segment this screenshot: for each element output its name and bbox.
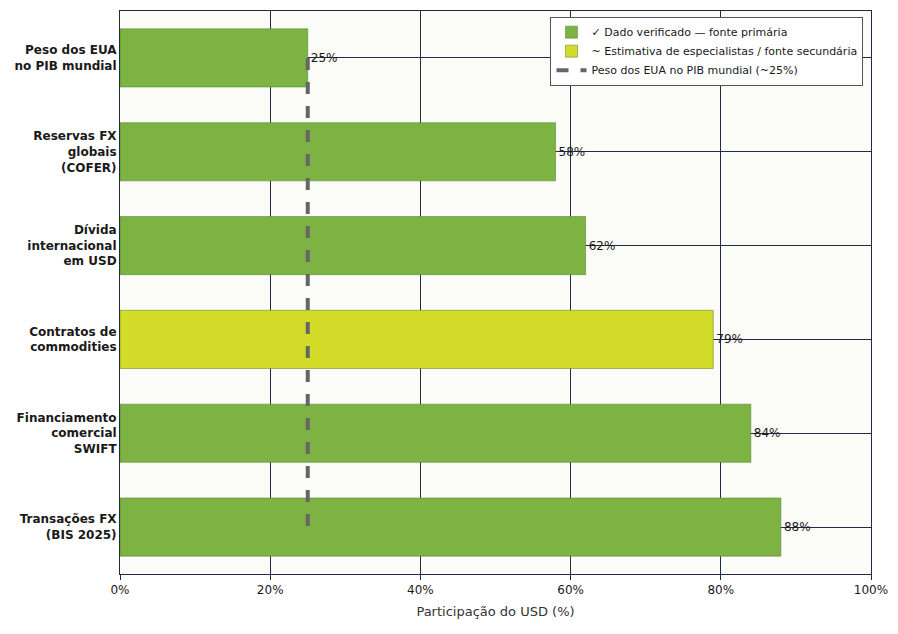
- svg-text:0%: 0%: [110, 583, 129, 597]
- svg-text:62%: 62%: [589, 239, 616, 253]
- svg-text:FinanciamentocomercialSWIFT: FinanciamentocomercialSWIFT: [17, 411, 118, 456]
- svg-text:Dívidainternacionalem USD: Dívidainternacionalem USD: [27, 223, 116, 268]
- svg-text:20%: 20%: [257, 583, 284, 597]
- svg-text:40%: 40%: [407, 583, 434, 597]
- svg-text:Peso dos EUA no PIB mundial (~: Peso dos EUA no PIB mundial (~25%): [591, 64, 797, 77]
- svg-text:84%: 84%: [754, 426, 781, 440]
- svg-text:58%: 58%: [559, 145, 586, 159]
- svg-text:79%: 79%: [716, 332, 743, 346]
- svg-text:Transações FX(BIS 2025): Transações FX(BIS 2025): [20, 512, 118, 542]
- svg-text:~ Estimativa de especialistas: ~ Estimativa de especialistas / fonte se…: [591, 45, 857, 58]
- svg-text:88%: 88%: [784, 520, 811, 534]
- svg-text:Peso dos EUAno PIB mundial: Peso dos EUAno PIB mundial: [15, 43, 118, 73]
- svg-text:✓ Dado verificado — fonte prim: ✓ Dado verificado — fonte primária: [591, 26, 787, 39]
- svg-text:25%: 25%: [311, 51, 338, 65]
- svg-text:100%: 100%: [854, 583, 888, 597]
- svg-text:Reservas FXglobais(COFER): Reservas FXglobais(COFER): [33, 129, 117, 174]
- svg-text:80%: 80%: [707, 583, 734, 597]
- svg-text:60%: 60%: [557, 583, 584, 597]
- svg-text:Contratos decommodities: Contratos decommodities: [29, 325, 116, 355]
- svg-text:Participação do USD (%): Participação do USD (%): [416, 604, 574, 619]
